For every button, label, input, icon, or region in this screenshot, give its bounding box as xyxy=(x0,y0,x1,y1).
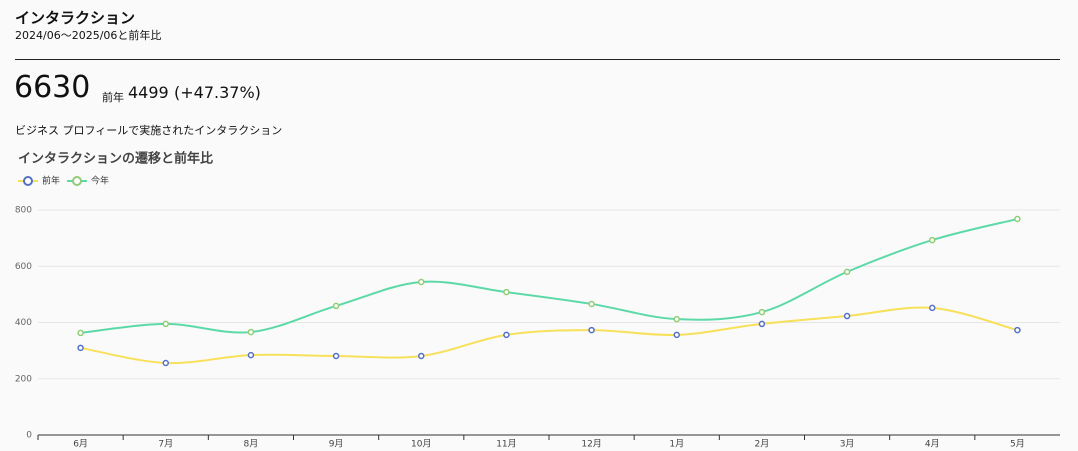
data-point[interactable] xyxy=(843,268,851,276)
data-point[interactable] xyxy=(77,344,84,352)
x-tick-label: 9月 xyxy=(329,439,344,450)
y-tick-label: 200 xyxy=(15,374,32,384)
series-line xyxy=(80,306,1018,365)
data-point[interactable] xyxy=(588,300,595,308)
x-tick-label: 8月 xyxy=(244,439,259,450)
x-tick-label: 5月 xyxy=(1010,439,1025,450)
x-tick-label: 2月 xyxy=(755,439,770,450)
data-point[interactable] xyxy=(673,315,680,323)
y-tick-label: 0 xyxy=(26,431,32,441)
data-point[interactable] xyxy=(77,329,84,337)
divider xyxy=(15,59,1060,60)
x-tick-label: 7月 xyxy=(158,439,173,450)
x-tick-label: 12月 xyxy=(581,439,601,450)
x-tick-label: 3月 xyxy=(840,439,855,450)
legend-marker[interactable] xyxy=(23,176,33,186)
x-tick-label: 1月 xyxy=(669,439,684,450)
y-tick-label: 800 xyxy=(15,206,32,216)
card-subtitle: 2024/06〜2025/06と前年比 xyxy=(15,29,162,42)
data-point[interactable] xyxy=(332,302,340,310)
legend-marker[interactable] xyxy=(72,176,82,186)
x-tick-label: 10月 xyxy=(411,439,431,450)
data-point[interactable] xyxy=(1014,326,1021,334)
x-tick-label: 4月 xyxy=(925,439,940,450)
data-point[interactable] xyxy=(673,331,680,339)
data-point[interactable] xyxy=(1014,215,1021,223)
total-value: 6630 xyxy=(14,70,91,105)
data-point[interactable] xyxy=(503,288,510,296)
data-point[interactable] xyxy=(503,331,510,339)
data-point[interactable] xyxy=(247,328,255,336)
data-point[interactable] xyxy=(929,304,936,312)
card-title: インタラクション xyxy=(15,9,136,27)
data-point[interactable] xyxy=(843,312,851,320)
y-tick-label: 600 xyxy=(15,262,32,272)
data-point[interactable] xyxy=(588,326,595,334)
change-rate: (+47.37%) xyxy=(174,83,261,102)
data-point[interactable] xyxy=(758,308,766,316)
data-point[interactable] xyxy=(758,320,766,328)
data-point[interactable] xyxy=(929,236,936,244)
legend-label[interactable]: 前年 xyxy=(42,175,60,187)
x-tick-label: 11月 xyxy=(496,439,516,450)
previous-label: 前年 xyxy=(102,91,124,104)
description: ビジネス プロフィールで実施されたインタラクション xyxy=(15,124,283,137)
chart-title: インタラクションの遷移と前年比 xyxy=(18,151,213,167)
series-line xyxy=(80,218,1018,334)
data-point[interactable] xyxy=(418,352,425,360)
data-point[interactable] xyxy=(332,352,340,360)
data-point[interactable] xyxy=(418,278,425,286)
x-tick-label: 6月 xyxy=(73,439,88,450)
y-tick-label: 400 xyxy=(15,318,32,328)
data-point[interactable] xyxy=(162,320,169,328)
legend-label[interactable]: 今年 xyxy=(91,175,109,187)
previous-value: 4499 xyxy=(128,83,169,102)
data-point[interactable] xyxy=(162,359,169,367)
data-point[interactable] xyxy=(247,351,255,359)
